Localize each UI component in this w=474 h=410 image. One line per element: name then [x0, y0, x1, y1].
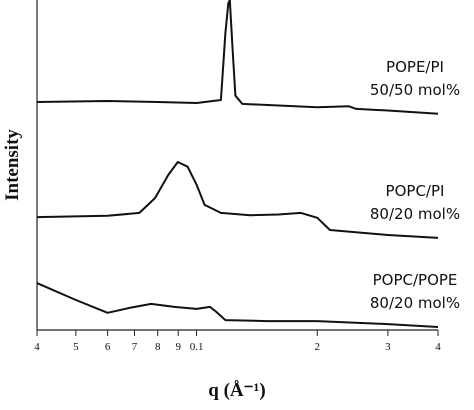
legend-label: POPC/POPE [373, 271, 458, 289]
x-tick-label: 5 [73, 341, 79, 353]
composition-label: 80/20 mol% [370, 205, 460, 223]
x-tick-label: 4 [34, 341, 40, 353]
x-tick-label: 4 [435, 341, 441, 353]
data-line [36, 0, 439, 115]
legend-label: POPC/PI [386, 182, 445, 200]
x-axis-label: q (Å⁻¹) [208, 380, 265, 401]
x-tick-label: 3 [385, 341, 391, 353]
y-axis-label: Intensity [2, 129, 23, 201]
x-tick-label: 8 [155, 341, 161, 353]
x-tick-label: 0.1 [190, 341, 204, 353]
legend-label: POPE/PI [386, 58, 444, 76]
x-tick-label: 9 [175, 341, 181, 353]
x-tick-label: 2 [315, 341, 321, 353]
x-tick-label: 6 [105, 341, 111, 353]
data-line [36, 161, 439, 239]
data-line [36, 282, 439, 328]
composition-label: 50/50 mol% [370, 81, 460, 99]
composition-label: 80/20 mol% [370, 294, 460, 312]
x-tick-label: 7 [132, 341, 138, 353]
